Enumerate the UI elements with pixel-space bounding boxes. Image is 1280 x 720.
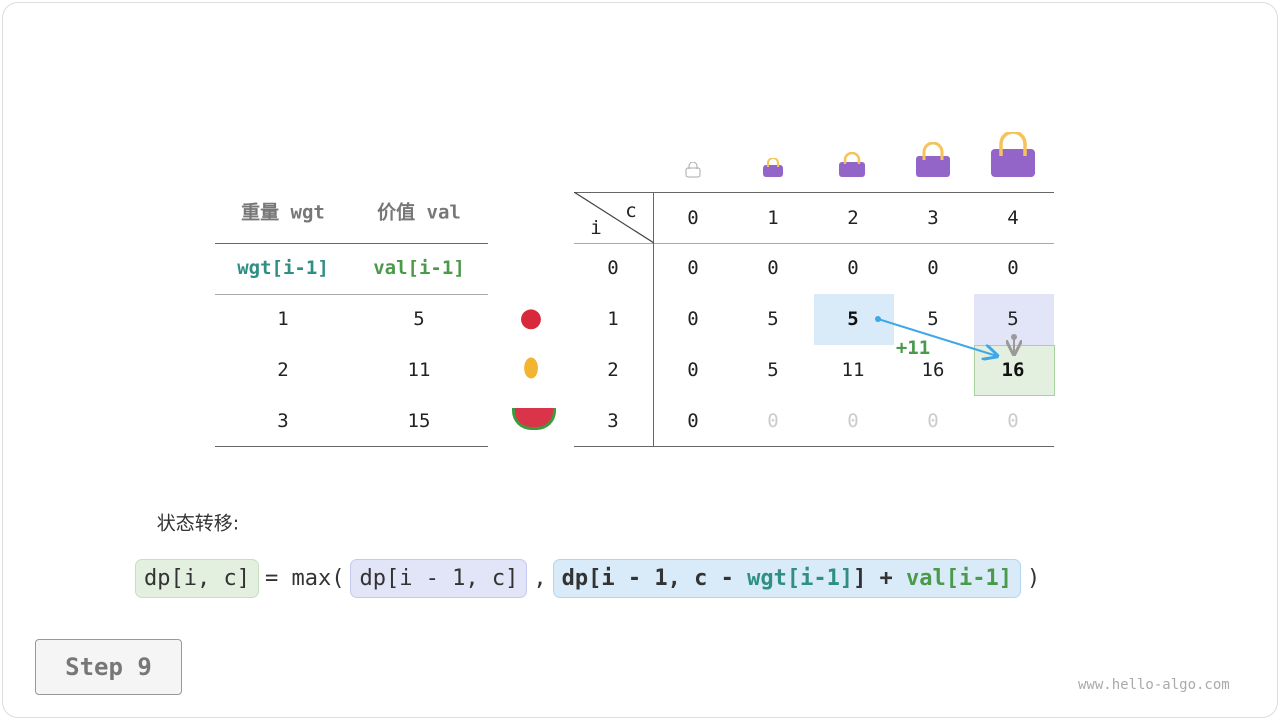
row-header: 3 [607,410,619,432]
dp-cell: 16 [921,359,945,381]
value-annotation: +11 [895,337,931,359]
formula-comma: , [533,566,547,591]
val-cell: 15 [407,410,431,432]
dp-cell: 0 [927,257,939,279]
col-header: 1 [767,207,779,229]
formula-max: = max( [264,566,345,591]
dp-cell: 5 [847,308,859,330]
state-transition-formula: dp[i, c] = max( dp[i - 1, c] , dp[i - 1,… [135,559,1040,598]
bag-icon [839,152,865,177]
subheader-val: val[i-1] [373,257,465,279]
col-header: 0 [687,207,699,229]
dp-cell: 0 [687,359,699,381]
corner-i: i [590,217,602,239]
formula-option-a: dp[i - 1, c] [350,559,528,598]
dp-cell: 0 [927,410,939,432]
header-weight: 重量 wgt [241,201,325,224]
dp-cell: 0 [687,308,699,330]
col-header: 2 [847,207,859,229]
dp-cell: 5 [767,359,779,381]
dp-cell: 0 [847,257,859,279]
dp-cell: 0 [767,410,779,432]
transition-label: 状态转移: [156,512,240,535]
header-value: 价值 val [377,201,461,224]
bag-icon [916,142,950,177]
apple-icon: ● [519,303,543,333]
corner-diagonal [574,192,654,244]
watermark: www.hello-algo.com [1078,677,1230,693]
formula-close: ) [1027,566,1041,591]
pineapple-icon: ⬮ [522,353,540,384]
formula-option-b: dp[i - 1, c - wgt[i-1]] + val[i-1] [552,559,1022,598]
col-header: 4 [1007,207,1019,229]
dp-cell: 5 [767,308,779,330]
dp-cell: 16 [1001,359,1025,381]
step-button[interactable]: Step 9 [35,639,182,695]
dp-cell: 0 [687,257,699,279]
formula-lhs: dp[i, c] [135,559,259,598]
bag-icon [763,158,783,177]
subheader-wgt: wgt[i-1] [237,257,329,279]
col-header: 3 [927,207,939,229]
val-cell: 5 [413,308,425,330]
val-cell: 11 [407,359,431,381]
corner-c: c [625,200,637,222]
dp-cell: 11 [841,359,865,381]
row-header: 0 [607,257,619,279]
dp-cell: 0 [687,410,699,432]
dp-cell: 0 [847,410,859,432]
dp-cell: 0 [767,257,779,279]
bag-icon [991,132,1035,177]
row-header: 1 [607,308,619,330]
dp-cell: 0 [1007,410,1019,432]
dp-cell: 0 [1007,257,1019,279]
wgt-cell: 1 [277,308,289,330]
row-header: 2 [607,359,619,381]
dp-cell: 5 [1007,308,1019,330]
wgt-cell: 2 [277,359,289,381]
dp-cell: 5 [927,308,939,330]
empty-bag-icon [685,162,701,178]
wgt-cell: 3 [277,410,289,432]
value-arrow [877,318,997,356]
